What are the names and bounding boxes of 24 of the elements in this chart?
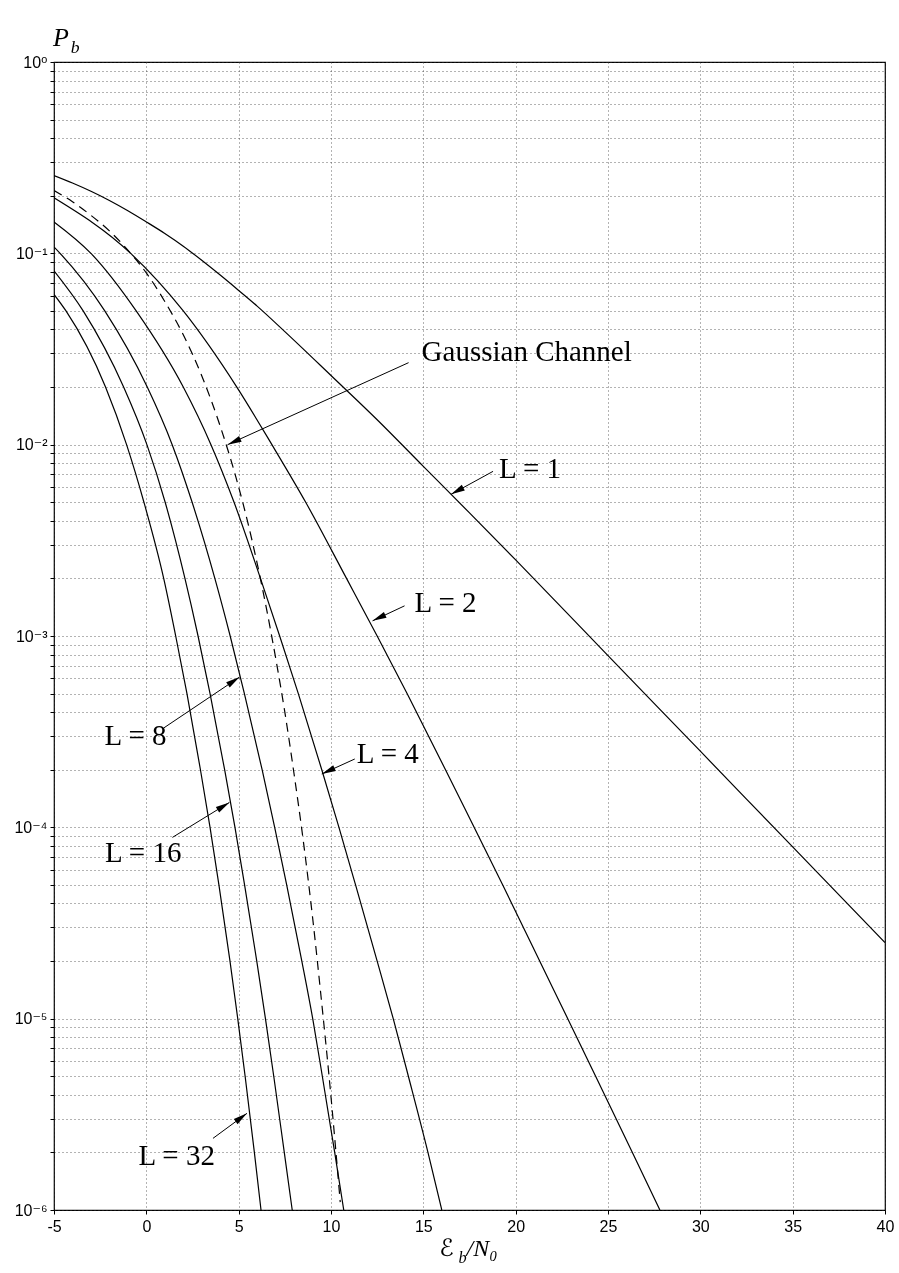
annotation: L = 8 bbox=[104, 719, 167, 752]
x-tick-label: -5 bbox=[47, 1217, 62, 1235]
annotation: Gaussian Channel bbox=[421, 334, 632, 367]
x-tick-label: 20 bbox=[507, 1217, 526, 1235]
annotation: L = 1 bbox=[499, 452, 562, 485]
annotation: L = 2 bbox=[414, 585, 477, 618]
x-tick-label: 35 bbox=[784, 1217, 803, 1235]
annotation: L = 16 bbox=[104, 836, 182, 869]
x-tick-label: 25 bbox=[599, 1217, 618, 1235]
x-tick-label: 0 bbox=[142, 1217, 152, 1235]
y-tick-label: 10⁻² bbox=[15, 436, 49, 454]
annotation: L = 4 bbox=[356, 737, 420, 769]
y-tick-label: 10⁻⁶ bbox=[14, 1201, 48, 1219]
x-tick-label: 40 bbox=[876, 1217, 895, 1235]
y-tick-label: 10⁻³ bbox=[15, 627, 49, 645]
x-tick-label: 30 bbox=[691, 1217, 710, 1235]
annotation: L = 32 bbox=[138, 1139, 215, 1172]
x-tick-label: 15 bbox=[414, 1217, 433, 1235]
y-tick-label: 10⁻⁵ bbox=[14, 1010, 48, 1028]
y-tick-label: 10⁰ bbox=[23, 53, 48, 71]
x-tick-label: 5 bbox=[234, 1217, 244, 1235]
y-tick-label: 10⁻¹ bbox=[15, 244, 48, 262]
x-tick-label: 10 bbox=[322, 1217, 341, 1235]
y-tick-label: 10⁻⁴ bbox=[14, 818, 48, 836]
